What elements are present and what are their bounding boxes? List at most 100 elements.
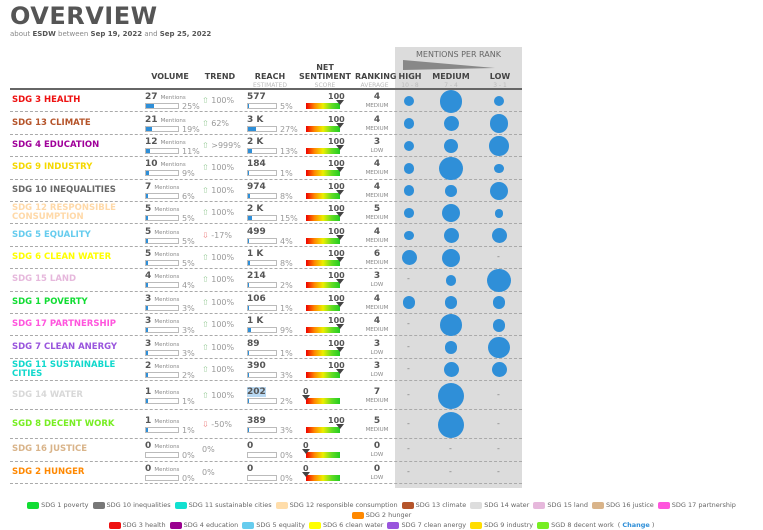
legend-item[interactable]: SDG 15 land [533, 500, 588, 510]
mentions-bubble[interactable] [438, 382, 464, 409]
sdg-name[interactable]: SDG 3 HEALTH [12, 95, 81, 106]
table-row[interactable]: SDG 16 JUSTICE 0 Mentions 0% 0% 0 0% 0 0… [10, 439, 522, 462]
legend-item[interactable]: SDG 2 hunger [351, 510, 411, 520]
mentions-bubble[interactable] [489, 136, 509, 156]
col-medium-sub: 7 - 4 [444, 82, 458, 89]
col-reach[interactable]: REACH [254, 72, 286, 81]
table-row[interactable]: SDG 7 CLEAN ANERGY 3 Mentions 3% ⇧ 100% … [10, 336, 522, 359]
col-sentiment[interactable]: NET SENTIMENT [299, 63, 351, 81]
mentions-bubble[interactable] [403, 95, 415, 107]
table-row[interactable]: SDG 13 CLIMATE 21 Mentions 19% ⇧ 62% 3 K… [10, 112, 522, 135]
legend-item[interactable]: SDG 13 climate [401, 500, 466, 510]
table-row[interactable]: SDG 1 POVERTY 3 Mentions 3% ⇧ 100% 106 1… [10, 292, 522, 314]
sdg-name[interactable]: SDG 5 EQUALITY [12, 229, 91, 240]
mentions-bubble[interactable] [494, 163, 504, 174]
legend-item[interactable]: SDG 17 partnership [657, 500, 736, 510]
legend-item[interactable]: SDG 4 education [169, 520, 238, 530]
table-row[interactable]: SGD 8 DECENT WORK 1 Mentions 1% ⇩ -50% 3… [10, 410, 522, 440]
mentions-bubble[interactable] [487, 268, 511, 293]
sdg-name[interactable]: SDG 7 CLEAN ANERGY [12, 341, 118, 352]
legend-item[interactable]: SDG 14 water [470, 500, 529, 510]
volume-count: 3 Mentions [145, 316, 179, 326]
sdg-name[interactable]: SDG 1 POVERTY [12, 296, 88, 307]
table-row[interactable]: SDG 9 INDUSTRY 10 Mentions 9% ⇧ 100% 184… [10, 156, 522, 181]
mentions-bubble[interactable] [493, 95, 505, 107]
sdg-name[interactable]: SDG 6 CLEAN WATER [12, 251, 112, 262]
mentions-bubble[interactable] [443, 116, 459, 132]
sdg-name[interactable]: SGD 8 DECENT WORK [12, 418, 115, 429]
table-row[interactable]: SDG 5 EQUALITY 5 Mentions 5% ⇩ -17% 499 … [10, 224, 522, 247]
sdg-name[interactable]: SDG 14 WATER [12, 389, 83, 400]
mentions-bubble[interactable] [444, 341, 458, 354]
legend-item[interactable]: SDG 12 responsible consumption [275, 500, 398, 510]
change-legend-link[interactable]: Change [622, 521, 650, 529]
table-row[interactable]: SDG 15 LAND 4 Mentions 4% ⇧ 100% 214 2% … [10, 268, 522, 293]
mentions-bubble[interactable] [441, 204, 461, 223]
mentions-bubble[interactable] [443, 362, 459, 378]
sdg-name[interactable]: SDG 11 SUSTAINABLE CITIES [12, 359, 116, 379]
legend-item[interactable]: SDG 10 inequalities [92, 500, 171, 510]
mentions-bubble[interactable] [403, 118, 415, 129]
legend-item[interactable]: SDG 6 clean water [308, 520, 383, 530]
mentions-bubble[interactable] [441, 248, 461, 268]
mentions-value: 5 [145, 226, 152, 237]
mentions-bubble[interactable] [402, 296, 416, 310]
legend-item[interactable]: SDG 11 sustainable cities [174, 500, 272, 510]
table-row[interactable]: SDG 14 WATER 1 Mentions 1% ⇧ 100% 202 2%… [10, 381, 522, 411]
col-volume[interactable]: VOLUME [151, 72, 189, 81]
table-row[interactable]: SDG 17 PARTNERSHIP 3 Mentions 3% ⇧ 100% … [10, 314, 522, 337]
sdg-name[interactable]: SDG 10 INEQUALITIES [12, 184, 116, 195]
table-row[interactable]: SDG 2 HUNGER 0 Mentions 0% 0% 0 0% 0 0 LO… [10, 462, 522, 484]
mentions-bubble[interactable] [492, 296, 506, 310]
legend-item[interactable]: SDG 16 justice [591, 500, 654, 510]
legend-item[interactable]: SDG 1 poverty [27, 500, 89, 510]
mentions-bubble[interactable] [439, 156, 463, 181]
mentions-bubble[interactable] [403, 163, 415, 174]
mentions-bubble[interactable] [439, 89, 463, 113]
sdg-name[interactable]: SDG 2 HUNGER [12, 466, 85, 477]
mentions-bubble[interactable] [445, 275, 457, 286]
mentions-bubble[interactable] [401, 250, 417, 266]
mentions-bubble[interactable] [440, 314, 462, 336]
mentions-bubble[interactable] [444, 139, 458, 153]
mentions-bubble[interactable] [489, 114, 509, 133]
sdg-name[interactable]: SDG 12 RESPONSIBLE CONSUMPTION [12, 203, 116, 223]
col-ranking[interactable]: RANKING [355, 72, 397, 81]
mentions-bubble[interactable] [492, 318, 506, 332]
trend-pct: 100% [211, 364, 235, 374]
legend-item[interactable]: SDG 5 equality [242, 520, 305, 530]
mentions-bubble[interactable] [445, 184, 457, 197]
mentions-bubble[interactable] [491, 228, 507, 244]
sdg-name[interactable]: SDG 13 CLIMATE [12, 117, 91, 128]
sdg-name[interactable]: SDG 4 EDUCATION [12, 139, 100, 150]
mentions-bubble[interactable] [444, 296, 458, 310]
rank-value: 6 [373, 248, 381, 259]
reach-value: 390 [247, 360, 266, 371]
mentions-bubble[interactable] [438, 411, 464, 438]
sdg-name[interactable]: SDG 15 LAND [12, 274, 77, 285]
table-row[interactable]: SDG 11 SUSTAINABLE CITIES 2 Mentions 2% … [10, 359, 522, 382]
mentions-bubble[interactable] [403, 140, 415, 152]
sdg-name[interactable]: SDG 17 PARTNERSHIP [12, 319, 116, 330]
sdg-name[interactable]: SDG 9 INDUSTRY [12, 162, 93, 173]
sentiment-score: 0 [303, 441, 309, 451]
sdg-name[interactable]: SDG 16 JUSTICE [12, 444, 88, 455]
mentions-bubble[interactable] [491, 362, 507, 378]
table-row[interactable]: SDG 6 CLEAN WATER 5 Mentions 5% ⇧ 100% 1… [10, 247, 522, 270]
mentions-bubble[interactable] [404, 230, 414, 241]
table-row[interactable]: SDG 3 HEALTH 27 Mentions 25% ⇧ 100% 577 … [10, 89, 522, 113]
mentions-bubble[interactable] [494, 208, 504, 218]
mentions-bubble[interactable] [489, 181, 509, 200]
mentions-bubble[interactable] [488, 336, 510, 359]
mentions-bubble[interactable] [404, 208, 414, 218]
legend-item[interactable]: SDG 7 clean anergy [387, 520, 466, 530]
table-row[interactable]: SDG 12 RESPONSIBLE CONSUMPTION 5 Mention… [10, 202, 522, 225]
mentions-bubble[interactable] [443, 228, 459, 244]
mentions-bubble[interactable] [403, 185, 415, 197]
legend-item[interactable]: SDG 9 industry [470, 520, 533, 530]
table-row[interactable]: SDG 10 INEQUALITIES 7 Mentions 6% ⇧ 100%… [10, 180, 522, 202]
legend-item[interactable]: SDG 3 health [108, 520, 166, 530]
table-row[interactable]: SDG 4 EDUCATION 12 Mentions 11% ⇧ >999% … [10, 135, 522, 158]
legend-item[interactable]: SGD 8 decent work [537, 520, 614, 530]
col-trend[interactable]: TREND [204, 72, 236, 81]
